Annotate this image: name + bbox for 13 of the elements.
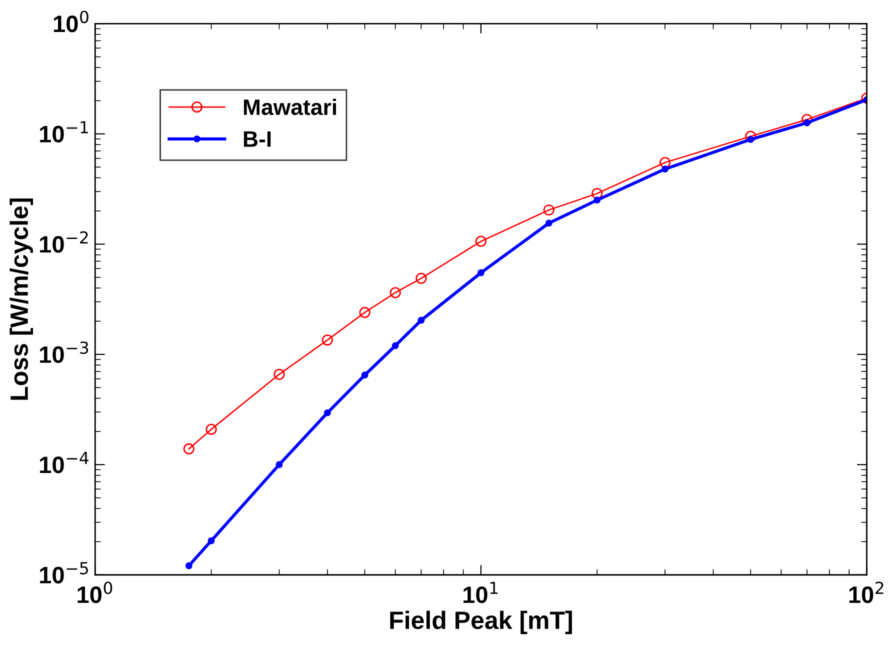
x-axis-title: Field Peak [mT]	[390, 610, 572, 634]
y-tick-label: 10$^{0}$	[54, 10, 88, 32]
x-tick-label: 10$^{1}$	[464, 582, 498, 604]
y-tick-label: 10$^{−2}$	[40, 231, 88, 253]
y-tick-label: 10$^{−3}$	[40, 341, 88, 363]
legend-label: B-I	[244, 131, 271, 147]
y-tick-label: 10$^{−5}$	[40, 562, 88, 584]
y-tick-label: 10$^{−1}$	[40, 121, 88, 143]
legend-label: Mawatari	[244, 98, 336, 116]
x-tick-label: 10$^{0}$	[78, 582, 112, 604]
y-axis-title: Loss [W/m/cycle]	[10, 198, 33, 400]
y-tick-label: 10$^{−4}$	[40, 452, 88, 474]
x-tick-label: 10$^{2}$	[849, 582, 884, 604]
